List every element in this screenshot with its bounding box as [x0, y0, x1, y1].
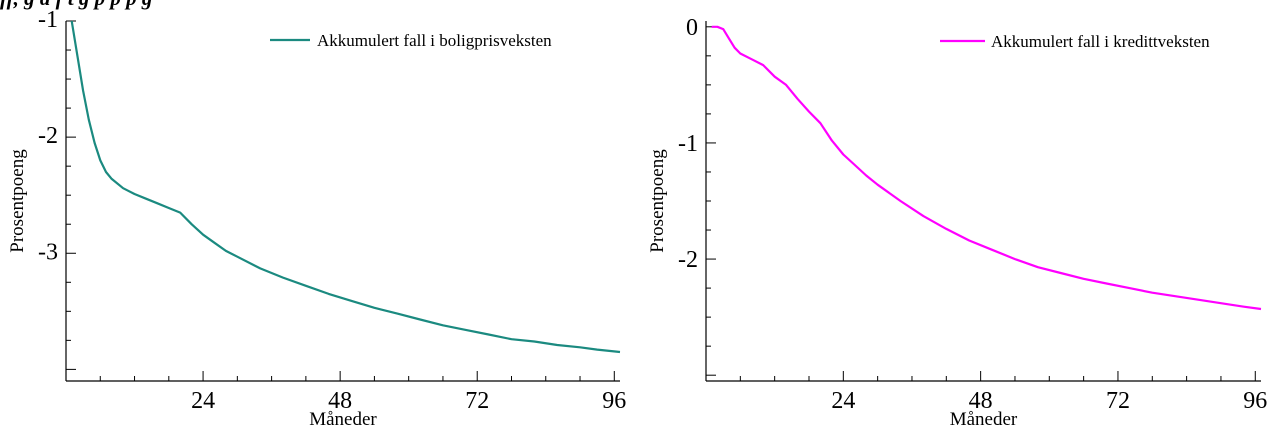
series-line — [70, 20, 621, 354]
x-axis-title: Måneder — [950, 409, 1018, 430]
x-tick-label: 72 — [465, 388, 489, 414]
top-caption: ff, g d f t g p p p g — [0, 0, 152, 11]
x-tick-label: 24 — [831, 388, 855, 414]
chart-kreditt: 24 48 72 96 0 -1 -2 Måneder Prosentpoeng Akkumule… — [647, 15, 1267, 430]
chart-boligpris: 24 48 72 96 -1 -2 -3 Måneder Prosentpoeng Akkumul… — [7, 7, 626, 430]
y-tick-label: -1 — [38, 7, 58, 33]
x-tick-label: 48 — [969, 388, 993, 414]
y-tick-label: -3 — [38, 239, 58, 265]
x-tick-label: 96 — [602, 388, 626, 414]
x-tick-label: 48 — [328, 388, 352, 414]
y-tick-label: -2 — [38, 123, 58, 149]
y-tick-label: 0 — [686, 15, 698, 41]
x-axis-title: Måneder — [309, 409, 377, 430]
x-tick-label: 96 — [1243, 388, 1267, 414]
legend-label: Akkumulert fall i kredittveksten — [991, 32, 1210, 51]
y-axis-title: Prosentpoeng — [7, 149, 28, 253]
y-tick-label: -1 — [678, 131, 698, 157]
x-tick-label: 72 — [1106, 388, 1130, 414]
y-tick-label: -2 — [678, 247, 698, 273]
series-line — [711, 25, 1262, 311]
x-tick-label: 24 — [191, 388, 215, 414]
y-axis-title: Prosentpoeng — [647, 149, 668, 253]
legend-label: Akkumulert fall i boligprisveksten — [317, 31, 552, 50]
